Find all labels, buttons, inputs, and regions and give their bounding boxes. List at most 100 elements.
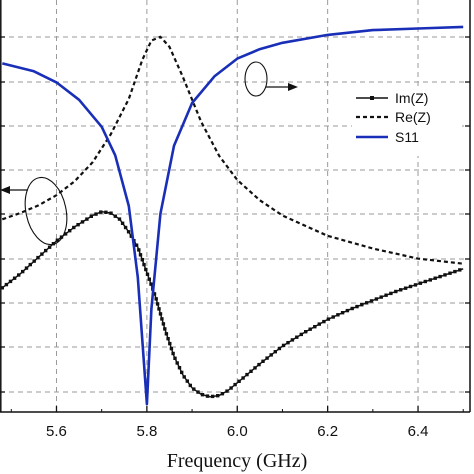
im-z-marker-117 (433, 276, 437, 280)
im-z-marker-42 (149, 282, 153, 286)
im-z-marker-3 (12, 276, 17, 280)
im-z-marker-112 (408, 284, 413, 289)
im-z-marker-99 (345, 308, 350, 313)
im-z-marker-28 (117, 217, 122, 221)
im-z-marker-84 (277, 346, 282, 351)
axes: 5.6 5.8 6.0 6.2 6.4 (0, 0, 471, 440)
im-z-marker-65 (196, 390, 200, 394)
im-z-marker-0 (0, 286, 5, 290)
im-z-marker-110 (399, 288, 403, 292)
legend-label: Re(Z) (395, 109, 431, 125)
im-z-marker-111 (403, 286, 408, 290)
im-z-marker-69 (216, 394, 220, 398)
im-z-marker-77 (249, 369, 253, 373)
im-z-marker-118 (438, 274, 442, 279)
im-z-marker-114 (418, 281, 423, 285)
im-z-marker-89 (299, 332, 303, 337)
im-z-marker-67 (205, 394, 210, 398)
x-tick-label: 5.6 (46, 423, 67, 440)
im-z-marker-103 (365, 301, 369, 305)
x-tick-label: 6.0 (227, 423, 248, 440)
im-z-marker-32 (129, 234, 133, 238)
im-z-marker-40 (145, 272, 150, 276)
im-z-marker-57 (173, 356, 177, 360)
right-arrow-icon (288, 83, 298, 91)
im-z-marker-72 (229, 386, 233, 390)
x-axis-title: Frequency (GHz) (167, 450, 308, 472)
im-z-marker-9 (36, 255, 40, 260)
im-z-marker-75 (241, 376, 245, 380)
grid-lines (0, 0, 470, 412)
right-axis-ellipse (244, 61, 268, 97)
im-z-marker-56 (171, 351, 175, 356)
im-z-marker-35 (137, 248, 141, 252)
im-z-marker-80 (261, 359, 265, 363)
im-z-marker-55 (169, 346, 174, 351)
im-z-marker-4 (17, 273, 21, 277)
im-z-marker-12 (47, 245, 52, 249)
im-z-marker-120 (448, 271, 452, 275)
im-z-marker-27 (113, 214, 117, 218)
im-z-marker-63 (188, 383, 192, 388)
im-z-marker-66 (200, 393, 205, 397)
im-z-marker-81 (265, 356, 269, 360)
im-z-marker-53 (166, 337, 170, 341)
im-z-marker-48 (158, 312, 163, 316)
im-z-marker-101 (355, 304, 359, 309)
im-z-marker-38 (142, 262, 146, 267)
im-z-marker-2 (8, 279, 13, 284)
im-z-marker-96 (331, 315, 335, 319)
im-z-marker-5 (21, 269, 25, 274)
im-z-marker-10 (40, 252, 44, 256)
im-z-marker-16 (63, 232, 68, 236)
im-z-marker-18 (72, 225, 76, 230)
im-z-marker-82 (269, 353, 273, 357)
series-layer (0, 25, 464, 406)
im-z-marker-100 (350, 306, 354, 311)
left-axis-ellipse (24, 176, 68, 246)
im-z-marker-85 (281, 343, 286, 348)
im-z-marker-50 (161, 322, 166, 326)
im-z-marker-52 (164, 332, 169, 336)
im-z-marker-93 (317, 322, 321, 326)
im-z-marker-115 (423, 279, 427, 284)
im-z-marker-76 (245, 372, 249, 377)
x-tick-label: 6.2 (317, 423, 338, 440)
im-z-marker-91 (308, 327, 312, 331)
im-z-marker-104 (369, 299, 374, 303)
im-z-marker-74 (237, 379, 241, 383)
im-z-marker-95 (326, 317, 331, 321)
im-z-marker-113 (413, 283, 418, 287)
im-z-marker-34 (134, 243, 139, 247)
im-z-marker-7 (28, 262, 32, 267)
im-z-marker-98 (340, 311, 345, 315)
im-z-marker-39 (144, 267, 148, 272)
im-z-marker-90 (304, 330, 308, 334)
im-z-marker-29 (120, 221, 125, 225)
im-z-marker-64 (192, 387, 196, 391)
im-z-marker-58 (175, 361, 179, 365)
im-z-marker-92 (313, 325, 317, 329)
im-z-marker-19 (76, 223, 80, 227)
im-z-marker-70 (220, 392, 225, 396)
im-z-marker-44 (152, 292, 157, 296)
im-z-marker-15 (59, 235, 64, 239)
im-z-marker-108 (389, 291, 393, 296)
series-line-s11 (1, 25, 464, 406)
im-z-marker-25 (104, 210, 108, 214)
legend-marker-icon (370, 96, 374, 100)
im-z-marker-121 (453, 269, 457, 274)
im-z-marker-79 (257, 362, 261, 367)
im-z-marker-61 (182, 375, 186, 379)
im-z-marker-22 (89, 214, 93, 218)
im-z-marker-88 (295, 335, 299, 339)
left-arrow-icon (0, 186, 10, 194)
im-z-marker-20 (80, 220, 85, 224)
im-z-marker-62 (185, 379, 189, 383)
im-z-marker-17 (68, 229, 72, 233)
im-z-marker-83 (273, 350, 277, 354)
im-z-marker-73 (233, 382, 237, 387)
im-z-marker-106 (379, 295, 383, 299)
im-z-marker-31 (126, 230, 131, 234)
im-z-marker-24 (99, 210, 103, 214)
